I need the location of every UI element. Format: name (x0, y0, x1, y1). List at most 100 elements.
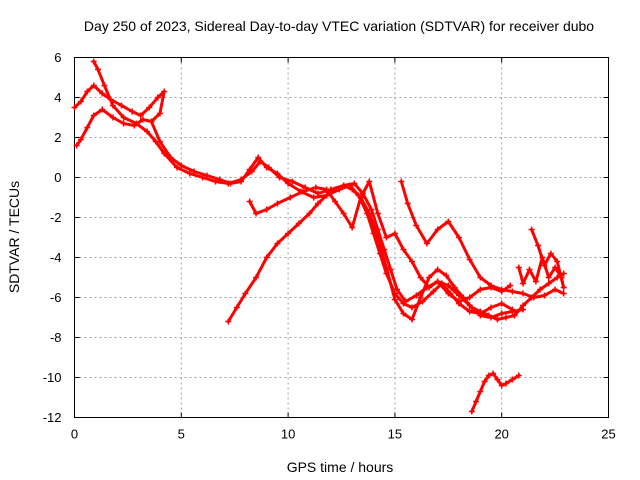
data-point (366, 210, 373, 217)
data-point (137, 112, 144, 119)
y-tick-label: 2 (54, 130, 61, 145)
data-point (466, 256, 473, 263)
data-point (560, 290, 567, 297)
chart-title: Day 250 of 2023, Sidereal Day-to-day VTE… (84, 18, 594, 34)
data-point (84, 124, 91, 131)
data-point (485, 312, 492, 319)
data-point (554, 258, 561, 265)
data-point (488, 282, 495, 289)
data-point (242, 290, 249, 297)
data-point (502, 380, 509, 387)
x-tick-label: 0 (71, 427, 78, 442)
data-point (332, 186, 339, 193)
data-point (340, 210, 347, 217)
data-point (94, 66, 101, 73)
data-point (443, 272, 450, 279)
data-point (300, 188, 307, 195)
data-point (413, 222, 420, 229)
data-point (225, 318, 232, 325)
data-point (73, 142, 80, 149)
data-point (537, 286, 544, 293)
y-tick-label: 6 (54, 50, 61, 65)
data-point (466, 308, 473, 315)
data-point (374, 210, 381, 217)
data-point (460, 294, 467, 301)
data-point (477, 286, 484, 293)
data-point (434, 226, 441, 233)
data-point (515, 372, 522, 379)
data-point (289, 178, 296, 185)
data-point (541, 262, 548, 269)
data-point (455, 298, 462, 305)
data-point (383, 234, 390, 241)
data-point (445, 218, 452, 225)
data-point (285, 230, 292, 237)
data-point (186, 170, 193, 177)
data-point (287, 194, 294, 201)
data-point (263, 164, 270, 171)
data-point (332, 198, 339, 205)
data-point (233, 304, 240, 311)
data-point (507, 282, 514, 289)
data-point (139, 116, 146, 123)
data-point (408, 316, 415, 323)
data-point (481, 378, 488, 385)
data-point (498, 310, 505, 317)
data-point (154, 94, 161, 101)
series-track-f (398, 178, 567, 301)
data-point (520, 302, 527, 309)
data-point (498, 382, 505, 389)
data-point (488, 304, 495, 311)
y-tick-label: -8 (50, 330, 62, 345)
data-point (408, 258, 415, 265)
data-point (368, 206, 375, 213)
data-point (263, 254, 270, 261)
data-point (528, 226, 535, 233)
data-point (161, 88, 168, 95)
data-point (174, 164, 181, 171)
y-tick-label: 4 (54, 90, 61, 105)
data-point (156, 110, 163, 117)
data-point (99, 90, 106, 97)
data-point (468, 304, 475, 311)
data-point (383, 264, 390, 271)
x-axis-label: GPS time / hours (287, 459, 394, 475)
data-point (129, 108, 136, 115)
data-point (502, 314, 509, 321)
data-point (552, 286, 559, 293)
data-point (274, 200, 281, 207)
x-tick-label: 5 (178, 427, 185, 442)
data-point (77, 136, 84, 143)
y-axis-label: SDTVAR / TECUs (6, 181, 22, 293)
data-point (530, 294, 537, 301)
data-point (144, 128, 151, 135)
data-point (84, 88, 91, 95)
data-point (274, 240, 281, 247)
data-point (509, 376, 516, 383)
data-point (445, 282, 452, 289)
data-point (468, 408, 475, 415)
data-point (366, 178, 373, 185)
data-point (417, 274, 424, 281)
data-point (167, 154, 174, 161)
data-point (295, 220, 302, 227)
data-point (532, 278, 539, 285)
data-point (526, 266, 533, 273)
data-point (203, 172, 210, 179)
data-series (71, 58, 567, 415)
x-tick-label: 10 (281, 427, 295, 442)
data-point (419, 298, 426, 305)
data-point (148, 118, 155, 125)
data-point (312, 184, 319, 191)
y-tick-label: -4 (50, 250, 62, 265)
data-point (404, 200, 411, 207)
data-point (400, 246, 407, 253)
data-point (255, 154, 262, 161)
data-point (246, 198, 253, 205)
data-point (509, 288, 516, 295)
data-point (558, 274, 565, 281)
data-point (417, 294, 424, 301)
series-track-h (468, 370, 522, 415)
y-tick-label: 0 (54, 170, 61, 185)
